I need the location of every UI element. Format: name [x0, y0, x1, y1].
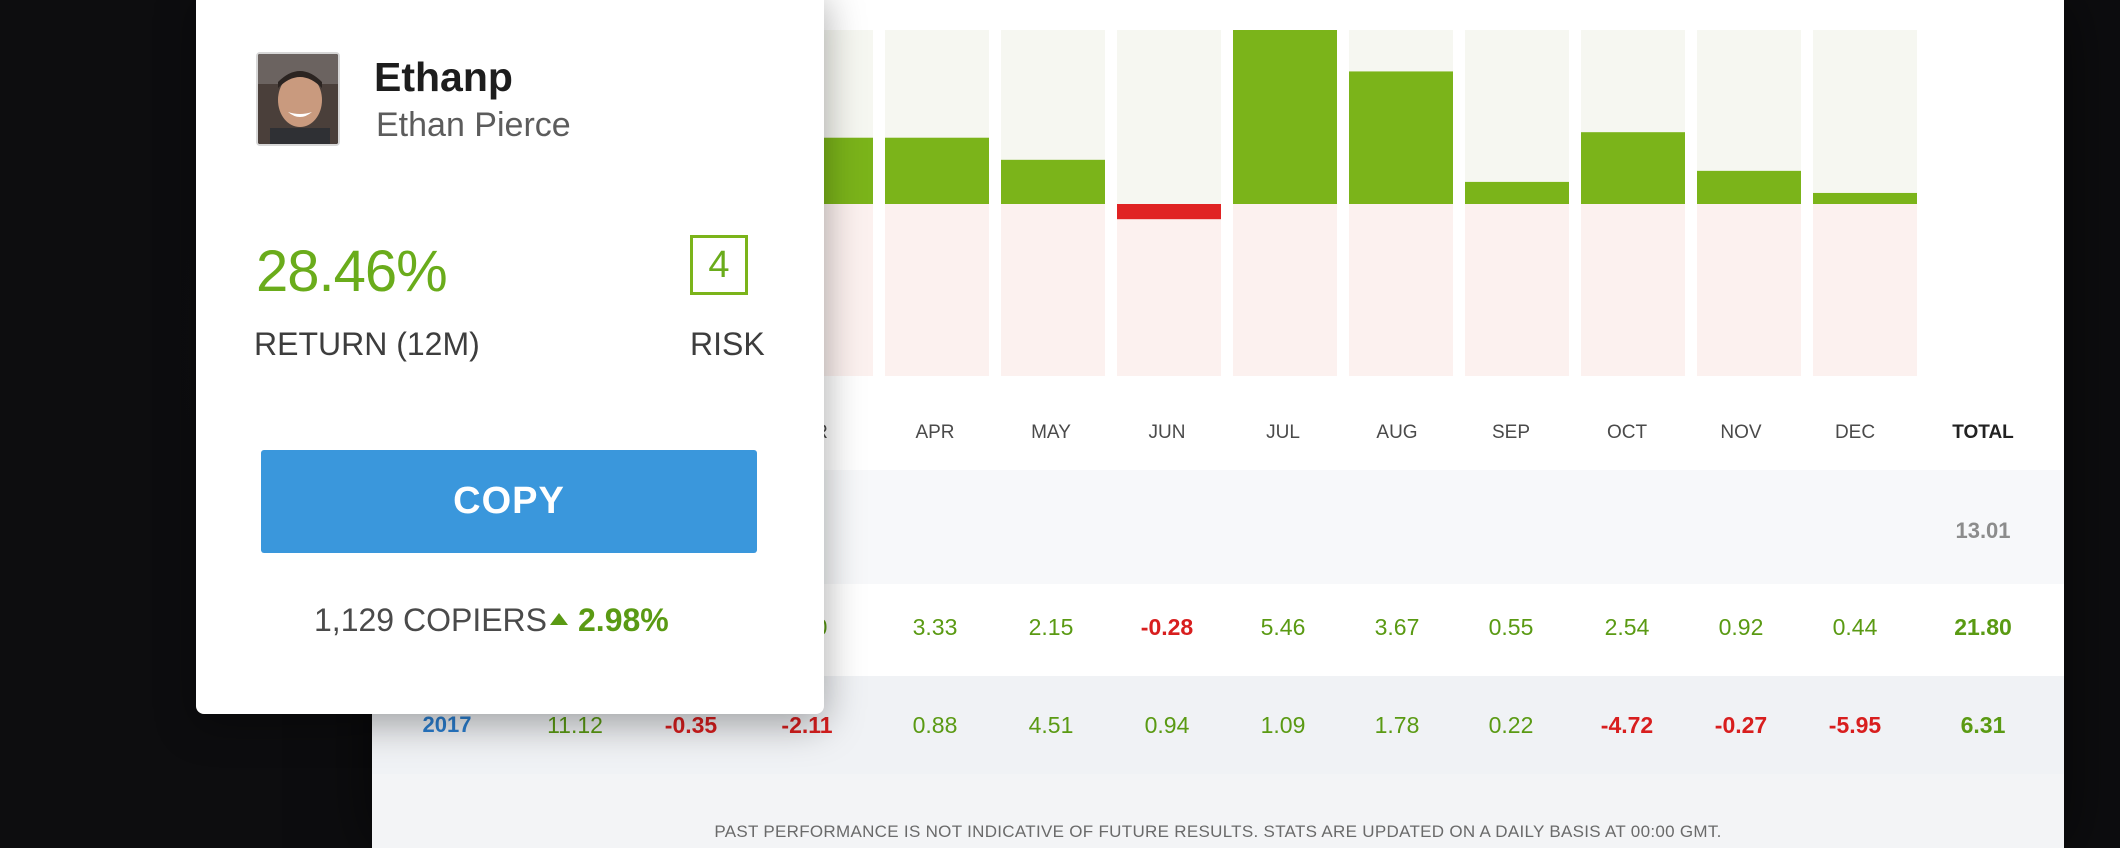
row-2018-jun: -0.28 [1140, 614, 1194, 640]
bar-dec[interactable] [1813, 192, 1917, 204]
avatar[interactable] [256, 52, 340, 146]
copiers-change-value: 2.98% [578, 602, 669, 638]
bar-nov[interactable] [1697, 170, 1801, 204]
row-2017-nov: -0.27 [1714, 712, 1768, 738]
column-bg-bottom-oct [1581, 204, 1685, 376]
month-label-oct: OCT [1606, 422, 1648, 443]
row-2018-total: 21.80 [1954, 614, 2012, 640]
bar-jul[interactable] [1233, 30, 1337, 204]
disclaimer-text: PAST PERFORMANCE IS NOT INDICATIVE OF FU… [714, 822, 1722, 841]
row-2017-apr: 0.88 [912, 712, 958, 738]
column-bg-bottom-may [1001, 204, 1105, 376]
row-2017-jun: 0.94 [1144, 712, 1190, 738]
row-2017-year[interactable]: 2017 [422, 712, 472, 737]
column-bg-bottom-jun [1117, 204, 1221, 376]
row-2017-jan: 11.12 [547, 712, 603, 738]
triangle-up-icon [550, 612, 568, 625]
column-bg-bottom-aug [1349, 204, 1453, 376]
row-2018-dec: 0.44 [1832, 614, 1878, 640]
month-label-apr: APR [915, 422, 955, 443]
month-label-total: TOTAL [1952, 422, 2014, 443]
column-bg-top-dec [1813, 30, 1917, 204]
column-bg-bottom-nov [1697, 204, 1801, 376]
bar-may[interactable] [1001, 159, 1105, 204]
avatar-photo [258, 54, 338, 144]
column-bg-top-sep [1465, 30, 1569, 204]
month-label-may: MAY [1031, 422, 1071, 443]
copiers-change: 2.98% [550, 602, 669, 639]
row-2017-mar: -2.11 [781, 712, 833, 738]
row-2018-aug: 3.67 [1374, 614, 1420, 640]
bar-oct[interactable] [1581, 132, 1685, 204]
month-label-nov: NOV [1720, 422, 1762, 443]
row-2017-sep: 0.22 [1488, 712, 1534, 738]
bar-aug[interactable] [1349, 71, 1453, 204]
risk-label: RISK [690, 326, 765, 362]
row-2017-aug: 1.78 [1374, 712, 1420, 738]
row-2018-oct: 2.54 [1604, 614, 1650, 640]
column-bg-bottom-apr [885, 204, 989, 376]
column-bg-bottom-jul [1233, 204, 1337, 376]
column-bg-bottom-sep [1465, 204, 1569, 376]
copy-button[interactable]: COPY [261, 450, 757, 553]
column-bg-bottom-dec [1813, 204, 1917, 376]
trader-profile-card: Ethanp Ethan Pierce 28.46% RETURN (12M) … [196, 0, 824, 714]
month-label-sep: SEP [1491, 422, 1531, 443]
row-2018-sep: 0.55 [1488, 614, 1534, 640]
bar-jun[interactable] [1117, 204, 1221, 220]
bar-apr[interactable] [885, 137, 989, 204]
month-label-jul: JUL [1266, 422, 1300, 443]
row-2018-may: 2.15 [1028, 614, 1074, 640]
return-label: RETURN (12M) [254, 326, 480, 362]
month-label-jun: JUN [1148, 422, 1186, 443]
row-2017-jul: 1.09 [1260, 712, 1306, 738]
trader-username[interactable]: Ethanp [374, 54, 513, 100]
row-2018-apr: 3.33 [912, 614, 958, 640]
copiers-count: 1,129 COPIERS [314, 602, 547, 638]
footer-row [372, 774, 2064, 848]
row-2017-dec: -5.95 [1828, 712, 1882, 738]
month-label-aug: AUG [1376, 422, 1418, 443]
row-2018-nov: 0.92 [1718, 614, 1764, 640]
row-2018-jul: 5.46 [1260, 614, 1306, 640]
row-2019-total: 13.01 [1955, 518, 2011, 543]
risk-score-badge: 4 [690, 235, 748, 295]
month-label-dec: DEC [1834, 422, 1876, 443]
row-2017-oct: -4.72 [1600, 712, 1654, 738]
return-value: 28.46% [256, 239, 448, 304]
row-2017-feb: -0.35 [664, 712, 718, 738]
trader-real-name: Ethan Pierce [376, 106, 571, 144]
column-bg-top-jun [1117, 30, 1221, 204]
row-2017-may: 4.51 [1028, 712, 1074, 738]
row-2017-total: 6.31 [1960, 712, 2006, 738]
bar-sep[interactable] [1465, 181, 1569, 204]
